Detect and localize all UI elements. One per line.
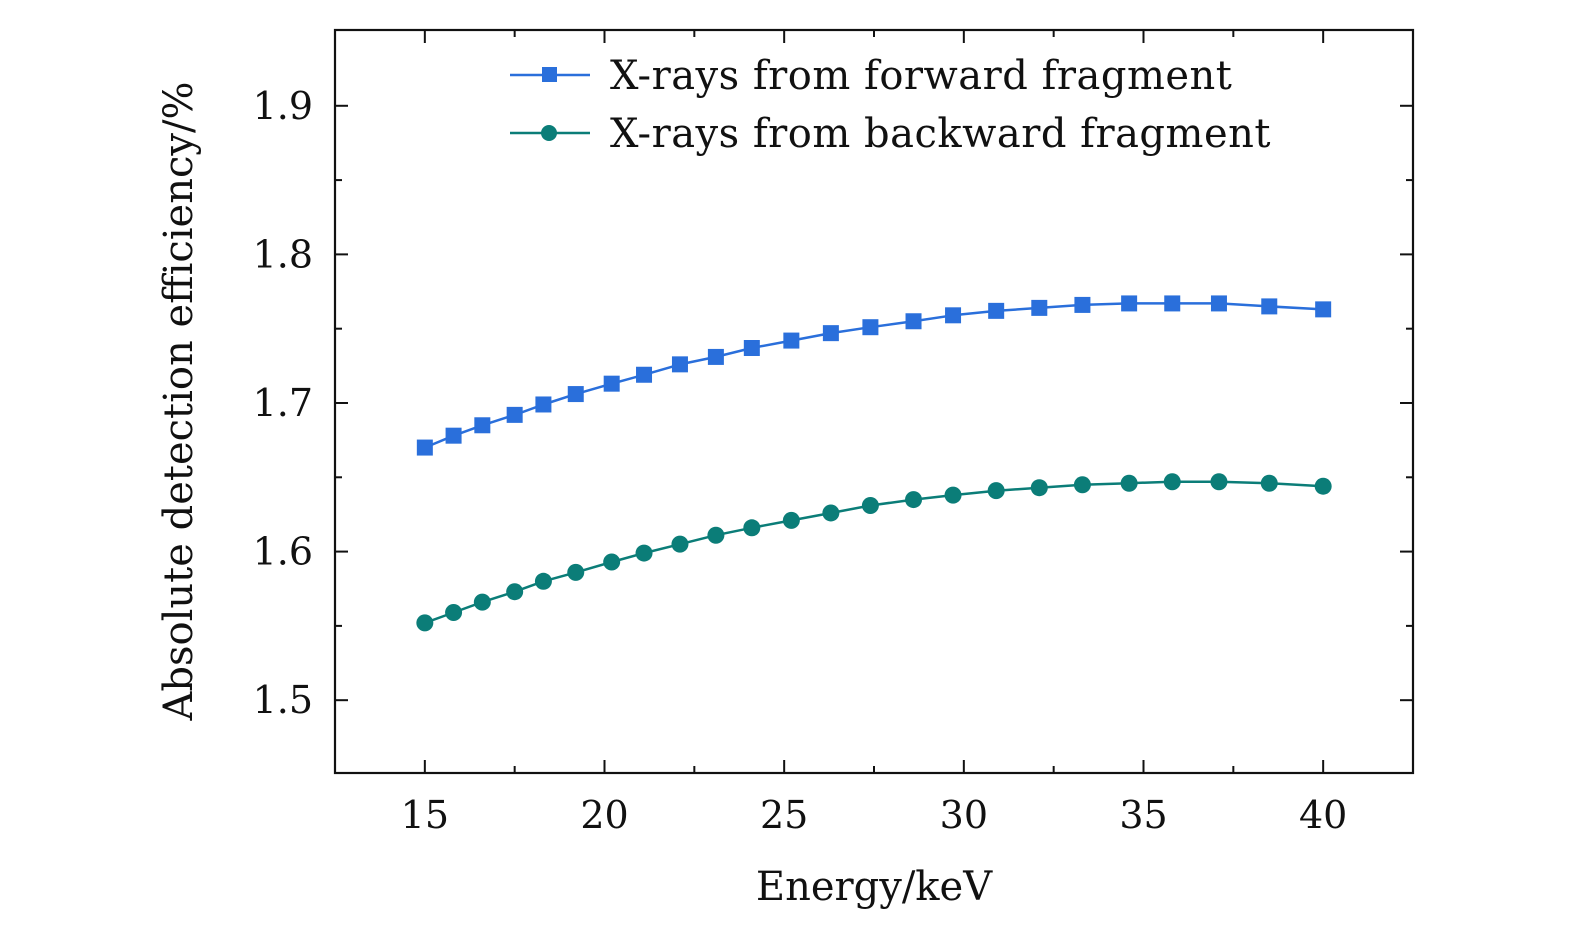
data-point [1261, 298, 1278, 315]
x-tick-label: 25 [760, 793, 808, 837]
legend-entry-backward: X-rays from backward fragment [510, 111, 1271, 157]
x-tick-label: 30 [940, 793, 988, 837]
y-axis-tick-labels: 1.5 1.6 1.7 1.8 1.9 [253, 84, 313, 722]
x-tick-label: 15 [401, 793, 449, 837]
y-axis-ticks [335, 104, 1413, 702]
data-point [944, 486, 962, 504]
data-point [506, 583, 524, 601]
data-point [567, 563, 585, 581]
data-point [1073, 476, 1091, 494]
y-tick-label: 1.9 [253, 84, 313, 128]
data-point [945, 307, 962, 324]
data-point [1030, 479, 1048, 497]
data-point [535, 396, 552, 413]
data-point [1164, 295, 1181, 312]
data-point [506, 406, 523, 423]
data-point [473, 593, 491, 611]
data-point [1120, 474, 1138, 492]
y-tick-label: 1.8 [253, 232, 313, 276]
y-tick-label: 1.7 [253, 381, 313, 425]
x-tick-label: 20 [580, 793, 628, 837]
data-point [1314, 477, 1332, 495]
data-point [603, 553, 621, 571]
data-point [1121, 295, 1138, 312]
data-point [862, 319, 879, 336]
data-point [474, 417, 491, 434]
data-point [743, 340, 760, 357]
y-tick-label: 1.6 [253, 530, 313, 574]
y-tick-label: 1.5 [253, 678, 313, 722]
legend-marker-forward [542, 67, 557, 82]
y-axis-label: Absolute detection efficiency/% [156, 82, 202, 722]
data-point [822, 325, 839, 342]
data-point [534, 572, 552, 590]
data-point [635, 544, 653, 562]
data-point [636, 366, 653, 383]
legend-label-backward: X-rays from backward fragment [610, 111, 1271, 157]
data-point [1074, 296, 1091, 313]
data-point [416, 439, 433, 456]
data-point [671, 356, 688, 373]
series-forward [416, 295, 1332, 456]
series-backward [416, 473, 1332, 632]
data-point [1163, 473, 1181, 491]
x-axis-label: Energy/keV [756, 864, 993, 910]
data-point [567, 386, 584, 403]
data-point [445, 604, 463, 622]
legend-entry-forward: X-rays from forward fragment [510, 53, 1232, 99]
data-point [707, 526, 725, 544]
data-point [822, 504, 840, 522]
x-axis-ticks [423, 30, 1325, 773]
data-point [1031, 299, 1048, 316]
data-point [783, 332, 800, 349]
legend-marker-backward [541, 125, 557, 141]
data-point [671, 535, 689, 553]
data-point [1210, 295, 1227, 312]
data-point [1210, 473, 1228, 491]
data-point [905, 491, 923, 509]
series-layer [416, 295, 1332, 632]
data-point [1260, 474, 1278, 492]
data-point [1315, 301, 1332, 318]
legend-label-forward: X-rays from forward fragment [610, 53, 1232, 99]
data-point [445, 427, 462, 444]
data-point [905, 313, 922, 330]
data-point [707, 348, 724, 365]
x-tick-label: 40 [1299, 793, 1347, 837]
data-point [861, 497, 879, 515]
legend: X-rays from forward fragment X-rays from… [510, 53, 1271, 157]
data-point [987, 482, 1005, 500]
x-tick-label: 35 [1119, 793, 1167, 837]
data-point [782, 511, 800, 529]
data-point [603, 375, 620, 392]
data-point [988, 302, 1005, 319]
x-axis-tick-labels: 15 20 25 30 35 40 [401, 793, 1348, 837]
data-point [743, 519, 761, 537]
data-point [416, 614, 434, 632]
